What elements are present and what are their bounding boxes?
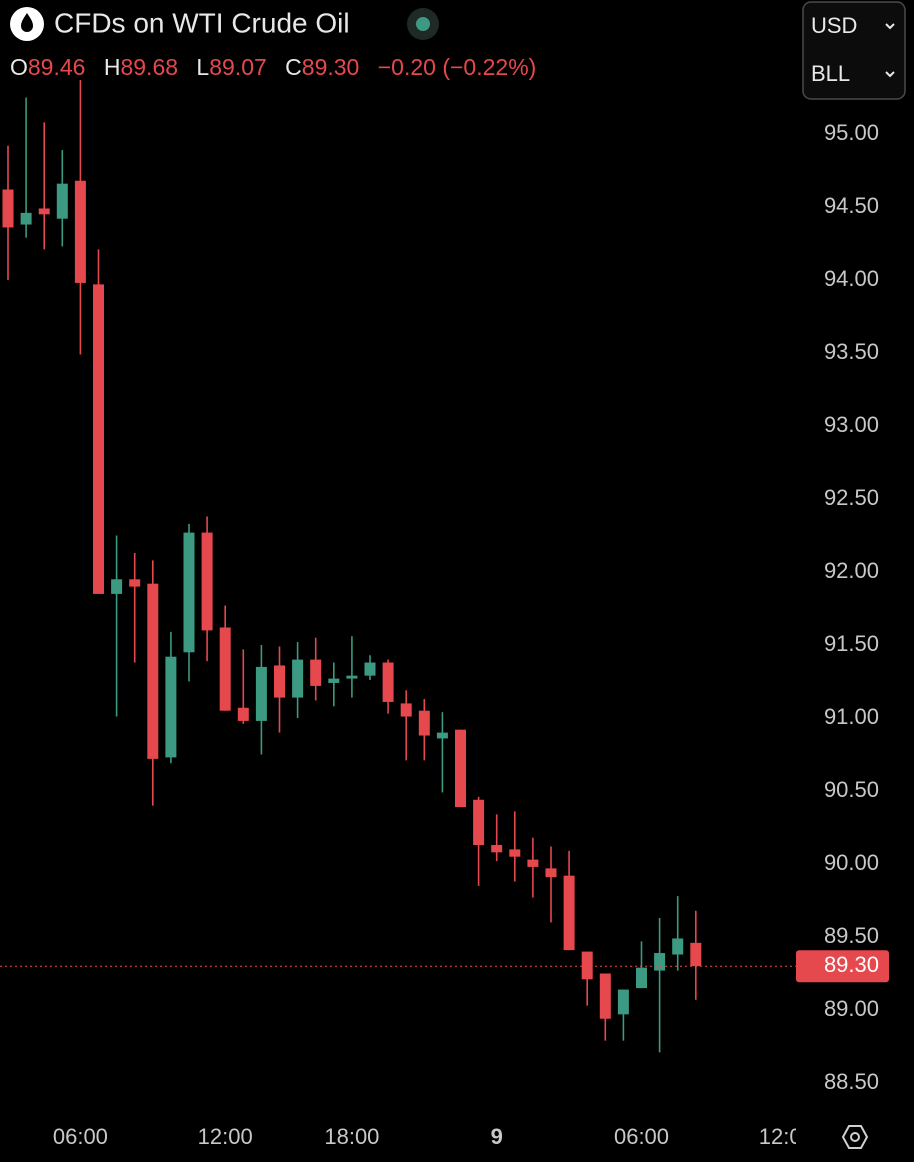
y-tick-label: 91.50 [824,631,879,656]
ohlc-key: H [104,54,121,80]
settings-icon [850,1132,860,1142]
y-tick-label: 93.00 [824,412,879,437]
candle-body [129,579,141,587]
candle-body [274,665,285,698]
ohlc-key: L [196,54,209,80]
x-tick-label: 9 [491,1124,503,1149]
y-tick-label: 89.00 [824,996,879,1021]
change: −0.20 (−0.22%) [378,54,537,80]
candle-body [201,532,213,631]
x-tick-label: 12:00 [198,1124,253,1149]
candle-body [581,951,593,980]
candle-body [346,675,358,679]
candle-body [93,284,104,594]
last-price-badge [796,950,889,983]
y-tick-label: 94.50 [824,193,879,218]
candle-body [111,579,123,594]
candle-body [599,973,611,1019]
y-tick-label: 88.50 [824,1069,879,1094]
market-status-dot [416,17,430,31]
x-tick-label: 06:00 [614,1124,669,1149]
y-tick-label: 89.50 [824,923,879,948]
candle-body [219,627,231,711]
ohlc-value: 89.30 [302,54,360,80]
candle-body [672,938,684,955]
x-axis: 06:00 12:00 18:00 9 06:00 12:00 [53,1124,814,1149]
candle-body [400,703,412,717]
candle-body [418,710,430,736]
x-tick-label: 18:00 [324,1124,379,1149]
ohlc-key: C [285,54,302,80]
candle-body [527,859,539,867]
candle-body [255,666,267,721]
candle-body [165,656,177,758]
ohlc-key: O [10,54,28,80]
unit-dropdown[interactable]: BLL [811,61,850,86]
y-tick-label: 93.50 [824,339,879,364]
candle-body [74,180,86,283]
x-tick-label: 12:00 [759,1124,814,1149]
chart-title: CFDs on WTI Crude Oil [54,7,350,38]
y-tick-label: 90.00 [824,850,879,875]
candle-body [292,659,304,698]
ohlc-value: 89.07 [209,54,267,80]
candle-body [237,707,249,721]
unit-selector [802,1,906,100]
y-axis: 88.50 89.00 89.50 90.00 90.50 91.00 91.50 92.00… [796,120,879,1094]
last-price-label: 89.30 [824,952,879,977]
candle-body [690,942,702,967]
candle-body [436,732,448,739]
drop-icon [21,13,33,32]
candle-body [382,662,394,702]
x-tick-label: 06:00 [53,1124,108,1149]
candle-body [56,183,68,219]
candle-body [617,989,629,1015]
candle-body [183,532,195,653]
chevron [885,23,895,30]
y-tick-label: 92.50 [824,485,879,510]
candle-body [38,208,50,215]
candle-body [328,678,340,683]
candle-body [654,953,666,971]
candle-body [310,659,322,686]
candle-body [545,868,557,878]
y-tick-label: 95.00 [824,120,879,145]
ohlc-value: 89.68 [120,54,178,80]
y-tick-label: 91.00 [824,704,879,729]
candle-body [2,189,14,228]
candle-body [563,875,575,951]
candle-body [509,849,521,857]
y-tick-label: 94.00 [824,266,879,291]
currency-dropdown[interactable]: USD [811,13,857,38]
candle-body [20,212,32,225]
chevron [885,71,895,78]
ohlc-value: 89.46 [28,54,86,80]
candle-body [636,967,647,989]
y-tick-label: 90.50 [824,777,879,802]
candle-body [364,662,376,676]
candle-body [455,729,466,808]
ohlc-legend: O89.46 H89.68 L89.07 C89.30 −0.20 (−0.22… [10,54,536,80]
candle-body [147,583,159,759]
y-tick-label: 92.00 [824,558,879,583]
candle-body [491,845,503,853]
plot-area [2,80,702,1053]
candle-body [473,799,485,846]
settings-button[interactable] [841,1125,869,1149]
